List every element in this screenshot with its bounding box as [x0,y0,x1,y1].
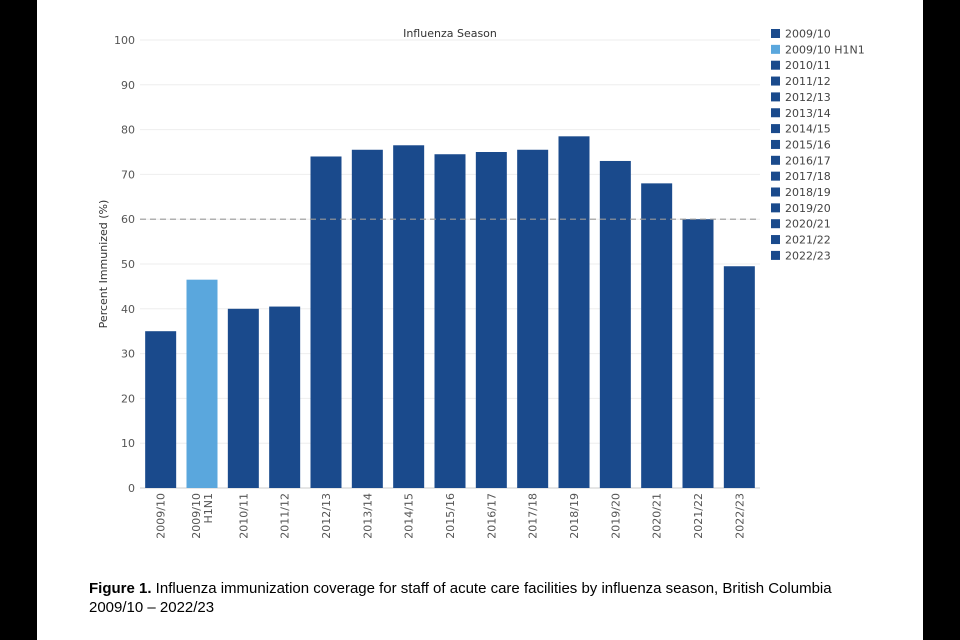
x-tick-label-group: 2015/16 [444,493,457,539]
bar [641,183,673,489]
x-tick-label-group: 2012/13 [320,493,333,539]
x-tick-label: H1N1 [202,493,215,524]
legend-swatch [771,155,780,165]
y-tick-label: 50 [121,258,135,271]
legend-swatch [771,235,780,245]
legend-swatch [771,60,780,70]
x-tick-label-group: 2010/11 [237,493,250,539]
x-tick-label: 2009/10 [155,493,168,539]
legend-label: 2020/21 [785,218,831,231]
x-tick-label-group: 2011/12 [279,493,292,539]
page-canvas: Influenza Season Percent Immunized (%) 0… [37,0,923,640]
legend-label: 2017/18 [785,170,831,183]
x-tick-label: 2015/16 [444,493,457,539]
x-tick-label: 2018/19 [568,493,581,539]
y-tick-label: 0 [128,482,135,495]
y-tick-label: 100 [114,34,135,47]
chart-title: Influenza Season [403,27,497,40]
bar [393,145,425,488]
x-tick-label: 2010/11 [237,493,250,539]
bar-chart: Influenza Season Percent Immunized (%) 0… [97,27,865,539]
bar [723,266,755,488]
legend-swatch [771,219,780,229]
legend-label: 2021/22 [785,234,831,247]
bar [434,154,466,489]
x-tick-label-group: 2021/22 [692,493,705,539]
legend-label: 2014/15 [785,123,831,136]
y-tick-label: 60 [121,213,135,226]
bar [351,149,383,488]
legend-label: 2011/12 [785,75,831,88]
y-tick-label: 40 [121,303,135,316]
x-tick-label-group: 2013/14 [361,493,374,539]
x-tick-label: 2014/15 [403,493,416,539]
x-tick-label-group: 2018/19 [568,493,581,539]
legend-swatch [771,250,780,260]
x-tick-label-group: 2014/15 [403,493,416,539]
legend-swatch [771,92,780,102]
x-tick-label: 2013/14 [361,493,374,539]
legend-swatch [771,76,780,86]
legend-label: 2010/11 [785,59,831,72]
bar [475,152,507,488]
caption-text: Influenza immunization coverage for staf… [89,580,832,616]
bar [227,308,259,488]
figure-caption: Figure 1. Influenza immunization coverag… [89,579,889,617]
bars [145,136,755,489]
legend-swatch [771,108,780,118]
x-tick-label: 2021/22 [692,493,705,539]
x-axis-ticks: 2009/10 2009/10 H1N1 2010/11 2011/12 2012/13 2… [155,493,747,539]
x-tick-label-group: 2009/10 H1N1 [190,493,215,539]
legend-swatch [771,29,780,38]
bar [269,306,301,488]
x-tick-label-group: 2022/23 [733,493,746,539]
legend-label: 2016/17 [785,154,831,167]
x-tick-label: 2017/18 [527,493,540,539]
y-tick-label: 70 [121,168,135,181]
legend-label: 2009/10 [785,28,831,41]
legend-label: 2019/20 [785,202,831,215]
bar [558,136,590,488]
y-axis-ticks: 0 10 20 30 40 50 60 70 80 90 100 [114,34,135,495]
legend-swatch [771,139,780,149]
legend-label: 2022/23 [785,249,831,262]
bar [517,149,549,488]
legend-label: 2018/19 [785,186,831,199]
legend-label: 2012/13 [785,91,831,104]
y-tick-label: 10 [121,437,135,450]
x-tick-label-group: 2017/18 [527,493,540,539]
x-tick-label: 2009/10 [190,493,203,539]
caption-label: Figure 1. [89,580,152,597]
y-tick-label: 20 [121,392,135,405]
bar [310,156,342,489]
legend-swatch [771,124,780,134]
x-tick-label-group: 2016/17 [485,493,498,539]
x-tick-label-group: 2020/21 [651,493,664,539]
bar [682,219,714,488]
x-tick-label: 2016/17 [485,493,498,539]
x-tick-label-group: 2009/10 [155,493,168,539]
x-tick-label: 2022/23 [733,493,746,539]
bar [186,279,218,488]
y-axis-title: Percent Immunized (%) [97,200,110,329]
x-tick-label: 2011/12 [279,493,292,539]
x-tick-label-group: 2019/20 [609,493,622,539]
legend-label: 2015/16 [785,138,831,151]
x-tick-label: 2020/21 [651,493,664,539]
bar [145,331,177,488]
legend-swatch [771,171,780,181]
legend-swatch [771,203,780,213]
legend-label: 2013/14 [785,107,831,120]
y-tick-label: 80 [121,124,135,137]
x-tick-label: 2019/20 [609,493,622,539]
bar [599,160,631,488]
y-tick-label: 30 [121,348,135,361]
legend-swatch [771,187,780,197]
legend-label: 2009/10 H1N1 [785,43,865,56]
legend-swatch [771,44,780,54]
legend: 2009/10 2009/10 H1N1 2010/11 2011/12 2012/13… [771,28,865,262]
x-tick-label: 2012/13 [320,493,333,539]
y-tick-label: 90 [121,79,135,92]
